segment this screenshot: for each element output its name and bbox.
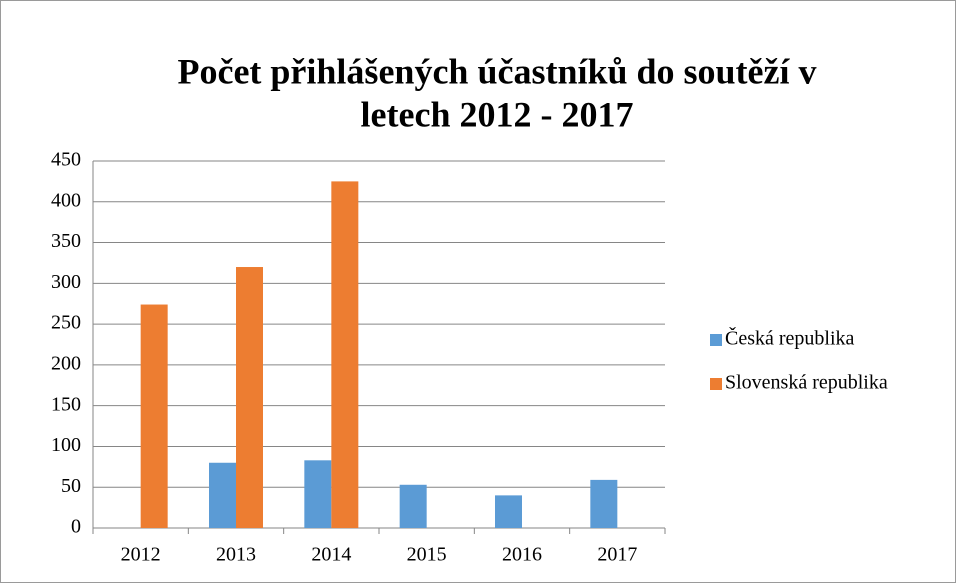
x-tick-label: 2016 [502, 544, 542, 566]
chart-title: letech 2012 - 2017 [361, 94, 634, 134]
y-tick-label: 50 [61, 475, 81, 497]
legend-label: Česká republika [725, 326, 855, 350]
y-tick-label: 100 [51, 434, 81, 456]
y-tick-label: 150 [51, 393, 81, 415]
x-tick-label: 2013 [216, 544, 256, 566]
legend-label: Slovenská republika [725, 372, 888, 394]
y-tick-label: 350 [51, 230, 81, 252]
bar [590, 479, 618, 528]
y-tick-label: 200 [51, 352, 81, 374]
bar [304, 460, 332, 528]
legend-swatch [710, 334, 722, 346]
bar [236, 267, 263, 528]
y-tick-label: 250 [51, 312, 81, 334]
legend-swatch [710, 378, 722, 390]
x-tick-label: 2014 [311, 544, 351, 566]
bar [495, 495, 522, 528]
x-tick-label: 2015 [407, 544, 447, 566]
y-tick-label: 450 [51, 149, 81, 171]
chart-title: Počet přihlášených účastníků do soutěží … [177, 51, 816, 91]
bar [399, 484, 427, 528]
bar [331, 181, 359, 528]
bar [140, 304, 168, 528]
y-tick-label: 0 [71, 516, 81, 538]
x-tick-label: 2012 [121, 544, 161, 566]
y-tick-label: 300 [51, 271, 81, 293]
y-tick-label: 400 [51, 189, 81, 211]
bar [209, 462, 236, 528]
x-tick-label: 2017 [597, 544, 637, 566]
